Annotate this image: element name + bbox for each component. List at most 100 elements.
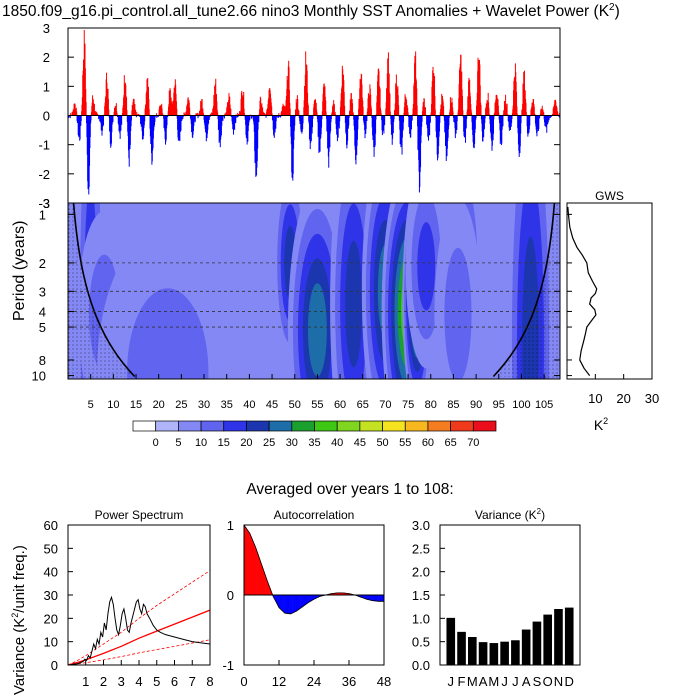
colorbar-swatch — [178, 420, 202, 432]
ytick-label: 10 — [44, 635, 58, 650]
averaged-title: Averaged over years 1 to 108: — [246, 481, 454, 498]
xtick-label: 7 — [189, 674, 196, 689]
coi-line-left — [72, 203, 136, 378]
xtick-label: 1 — [82, 674, 89, 689]
xtick-label: 6 — [171, 674, 178, 689]
ytick-label: -2 — [38, 167, 50, 182]
xtick-label: 60 — [334, 399, 346, 411]
colorbar-label: 5 — [175, 437, 181, 449]
ytick-label: 2 — [43, 50, 50, 65]
negative-bars — [67, 115, 560, 195]
wavelet-body — [68, 203, 560, 379]
ytick-label: -1 — [38, 138, 50, 153]
colorbar-label: 0 — [153, 437, 159, 449]
month-label: F — [458, 674, 466, 689]
ytick-label: 8 — [39, 353, 46, 368]
gws-x-label-sup: 2 — [603, 416, 608, 426]
colorbar-label: 35 — [308, 437, 320, 449]
variance-bar — [532, 621, 542, 665]
ytick-label: 2.0 — [412, 565, 430, 580]
colorbar-swatch — [336, 420, 361, 432]
xtick-label: 20 — [153, 399, 165, 411]
colorbar-label: 65 — [445, 437, 457, 449]
power-contour — [127, 288, 209, 379]
positive-bars — [67, 29, 561, 116]
colorbar-swatch — [404, 420, 429, 432]
xtick-label: 10 — [107, 399, 119, 411]
colorbar-label: 15 — [218, 437, 230, 449]
variance-bar — [500, 641, 509, 665]
red-noise-mean — [68, 609, 210, 665]
variance-title-sup: 2 — [537, 507, 542, 516]
y-axis-label: Period (years) — [11, 221, 28, 321]
colorbar-label: 30 — [286, 437, 298, 449]
month-label: A — [479, 674, 488, 689]
colorbar-swatch — [246, 420, 270, 432]
xtick-label: 70 — [379, 399, 391, 411]
xtick-label: 65 — [357, 399, 369, 411]
month-label: J — [448, 674, 455, 689]
anomaly-timeseries-chart: -3 -2 -1 0 1 2 3 — [38, 21, 561, 211]
colorbar-swatch — [427, 420, 451, 432]
power-spectrum-line — [68, 595, 210, 665]
xtick-label: 20 — [616, 391, 630, 406]
ytick-label: -3 — [38, 196, 50, 211]
colorbar-swatch — [155, 420, 179, 432]
ps-y-label-end: /unit freq.) — [11, 545, 28, 613]
month-label: J — [501, 674, 508, 689]
coi-stipple-right — [493, 203, 560, 379]
xtick-label: 36 — [342, 674, 356, 689]
colorbar-label: 60 — [422, 437, 434, 449]
variance-title-end: ) — [541, 508, 545, 522]
xtick-label: 50 — [289, 399, 301, 411]
colorbar-label: 20 — [240, 437, 252, 449]
gws-line — [567, 206, 598, 376]
xtick-label: 0 — [240, 674, 247, 689]
power-contour — [345, 240, 363, 368]
xtick-label: 80 — [425, 399, 437, 411]
ytick-label-top: -3 — [38, 196, 50, 211]
xtick-label: 100 — [512, 399, 530, 411]
xtick-label: 40 — [243, 399, 255, 411]
ytick-label: 30 — [44, 588, 58, 603]
colorbar-swatch — [359, 420, 383, 432]
colorbar-label: 50 — [376, 437, 388, 449]
ytick-label: 5 — [39, 320, 46, 335]
xtick-label: 30 — [645, 391, 659, 406]
month-label: O — [543, 674, 553, 689]
xtick-label: 24 — [307, 674, 321, 689]
month-label: J — [512, 674, 519, 689]
ytick-label: 3 — [43, 21, 50, 36]
autocorrelation-chart: Autocorrelation -1 0 1 0 12 24 36 48 — [222, 508, 391, 689]
red-noise-upper — [68, 570, 210, 665]
ytick-label: 0 — [43, 109, 50, 124]
xtick-label: 15 — [130, 399, 142, 411]
ps-title: Power Spectrum — [95, 508, 184, 522]
coi-line-right — [492, 203, 556, 378]
coi-stipple-left — [68, 203, 135, 379]
xtick-label: 85 — [447, 399, 459, 411]
colorbar-label: 25 — [263, 437, 275, 449]
colorbar-label: 10 — [195, 437, 207, 449]
month-label: M — [488, 674, 499, 689]
variance-bar — [554, 609, 563, 665]
colorbar-swatch — [291, 420, 315, 432]
colorbar-swatch — [132, 420, 157, 432]
variance-bar — [543, 614, 552, 665]
main-title: 1850.f09_g16.pi_control.all_tune2.66 nin… — [2, 2, 620, 21]
ytick-label: 0.0 — [412, 658, 430, 673]
variance-bar — [478, 642, 488, 665]
ytick-label: 1.5 — [412, 588, 430, 603]
variance-bar — [564, 607, 574, 665]
colorbar-swatch — [223, 420, 247, 432]
xtick-label: 12 — [272, 674, 286, 689]
xtick-label: 35 — [221, 399, 233, 411]
gws-title: GWS — [595, 189, 624, 203]
ytick-label: -1 — [222, 658, 234, 673]
ytick-label: 4 — [39, 304, 46, 319]
month-label: S — [533, 674, 542, 689]
ytick-label: 60 — [44, 518, 58, 533]
ps-body — [68, 570, 210, 665]
